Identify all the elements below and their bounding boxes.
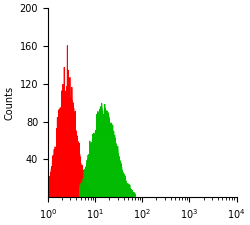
Y-axis label: Counts: Counts (4, 86, 14, 120)
